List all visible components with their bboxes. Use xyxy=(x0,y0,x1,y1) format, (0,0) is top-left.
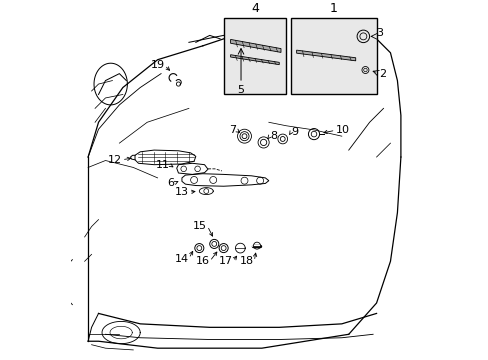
Text: 2: 2 xyxy=(379,69,386,79)
Text: 18: 18 xyxy=(240,256,254,266)
Text: 6: 6 xyxy=(167,178,174,188)
Polygon shape xyxy=(230,55,279,65)
Text: 11: 11 xyxy=(155,160,169,170)
Polygon shape xyxy=(230,40,281,53)
Text: 14: 14 xyxy=(174,253,188,264)
Text: 3: 3 xyxy=(375,28,382,38)
Text: 12: 12 xyxy=(107,155,122,165)
Text: 16: 16 xyxy=(195,256,209,266)
Text: 15: 15 xyxy=(193,221,207,231)
Text: 9: 9 xyxy=(291,127,298,137)
Polygon shape xyxy=(296,50,355,61)
Text: 7: 7 xyxy=(228,125,236,135)
Text: 4: 4 xyxy=(250,2,258,15)
Text: 19: 19 xyxy=(150,60,164,70)
Text: 5: 5 xyxy=(237,85,244,95)
Bar xyxy=(223,18,285,94)
Text: 10: 10 xyxy=(335,125,349,135)
Text: 13: 13 xyxy=(175,187,188,197)
Text: 17: 17 xyxy=(218,256,232,266)
Text: 1: 1 xyxy=(329,2,337,15)
Bar xyxy=(291,18,376,94)
Text: 8: 8 xyxy=(269,131,276,141)
